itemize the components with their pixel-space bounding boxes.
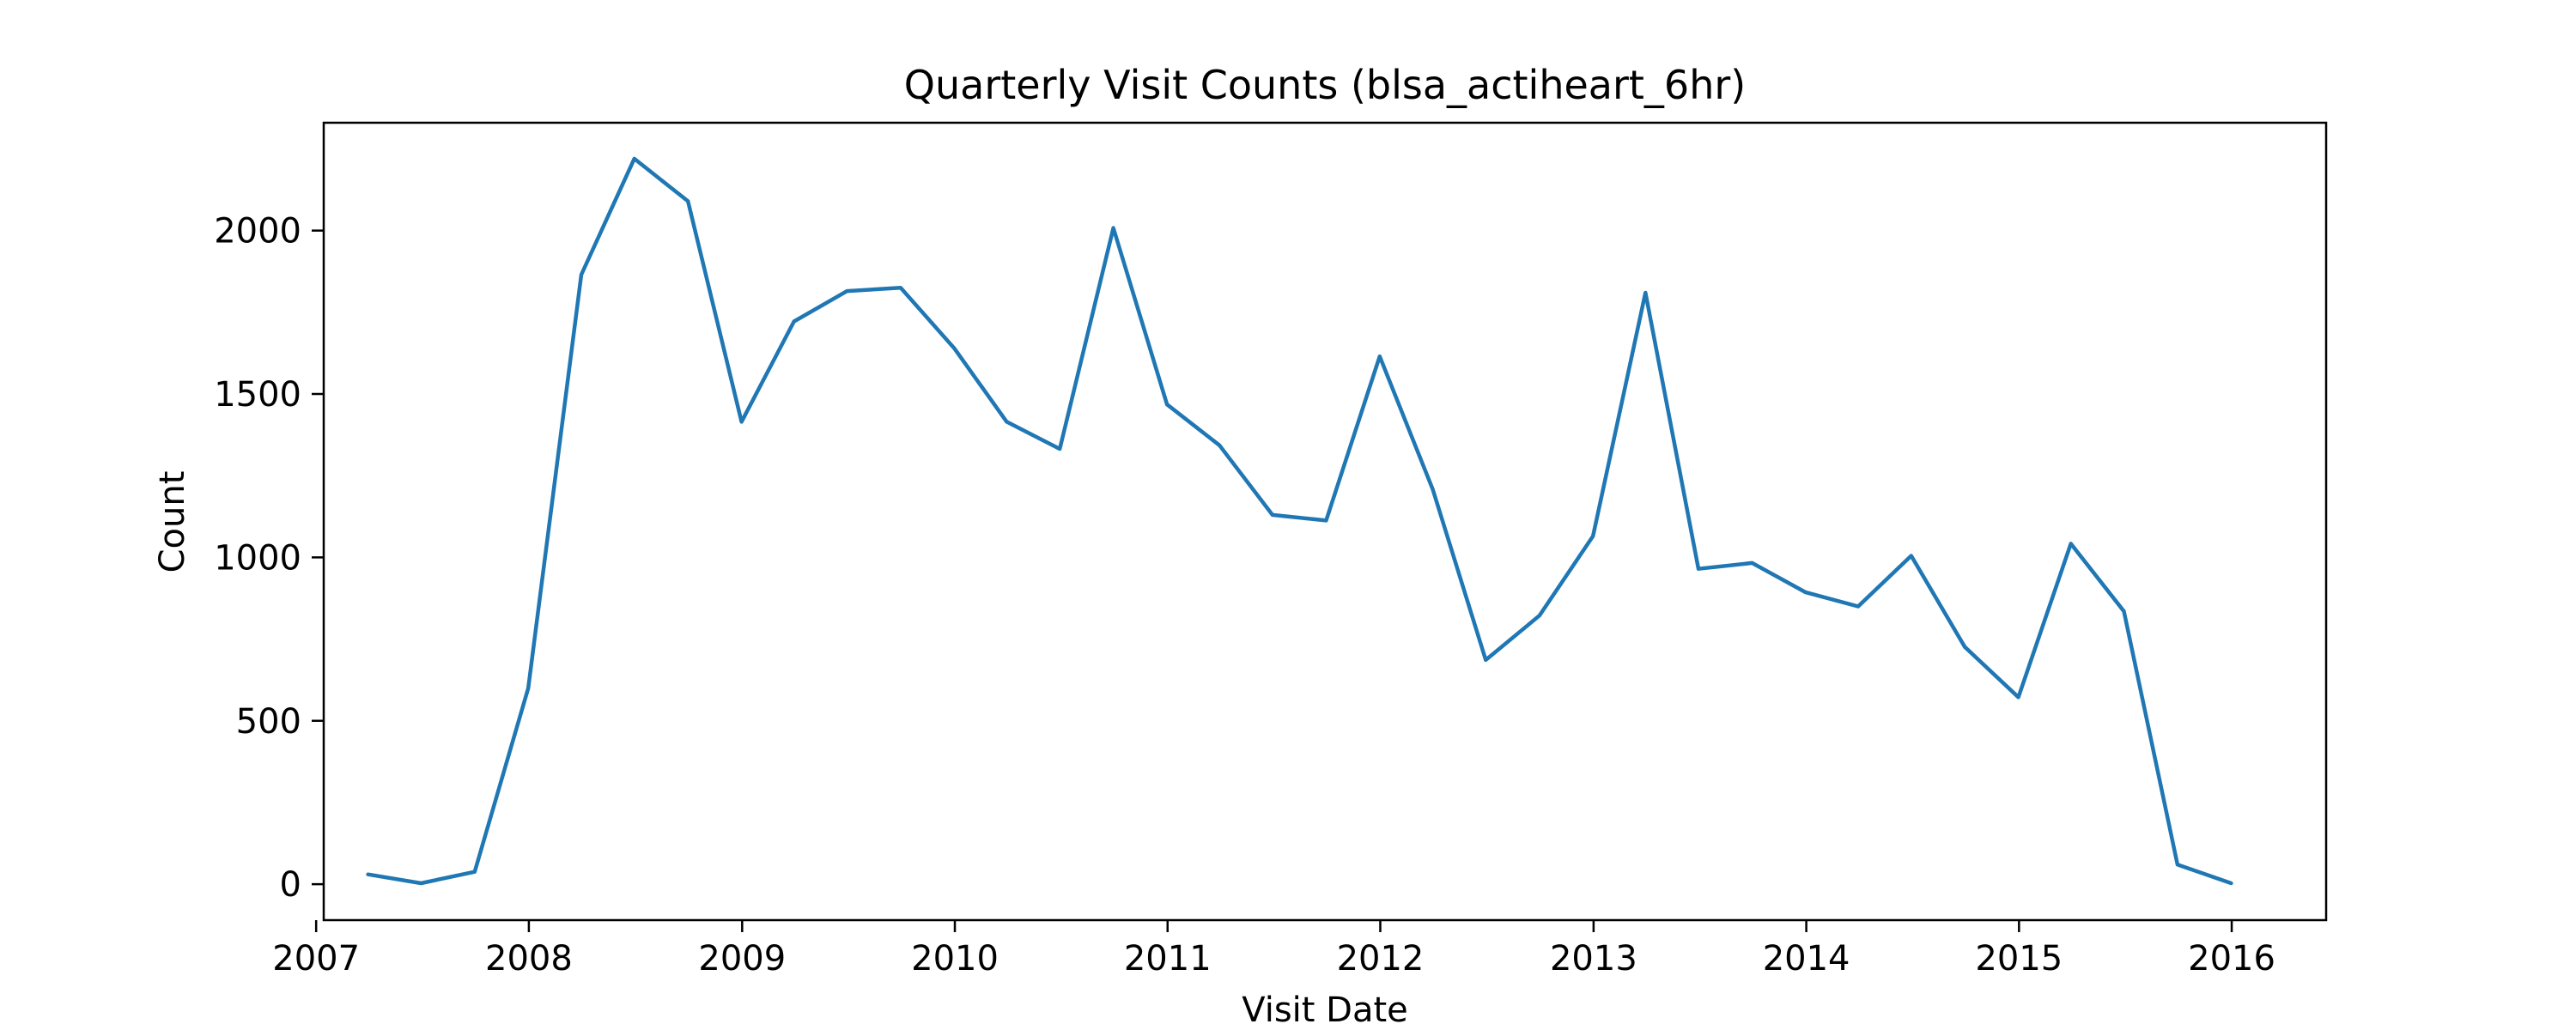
x-tick-label: 2010 <box>911 939 999 978</box>
x-axis-label: Visit Date <box>1242 991 1408 1030</box>
y-tick-label: 2000 <box>214 212 301 251</box>
y-tick-label: 1500 <box>214 375 301 415</box>
x-tick-label: 2012 <box>1337 939 1425 978</box>
x-tick-label: 2016 <box>2188 939 2275 978</box>
plot-frame <box>322 121 2328 922</box>
y-tick-label: 0 <box>280 865 301 905</box>
y-tick-label: 1000 <box>214 538 301 578</box>
x-tick-label: 2015 <box>1975 939 2063 978</box>
x-tick-label: 2008 <box>485 939 573 978</box>
x-tick-label: 2014 <box>1763 939 1850 978</box>
x-tick-label: 2011 <box>1124 939 1212 978</box>
chart-title: Quarterly Visit Counts (blsa_actiheart_6… <box>904 62 1746 108</box>
plot-area <box>366 156 2233 886</box>
x-axis: 2007 2008 2009 2010 2011 2012 2013 2014 2015 2016 <box>272 920 2275 978</box>
y-tick-label: 500 <box>236 702 301 742</box>
x-tick-label: 2009 <box>698 939 786 978</box>
y-axis-label: Count <box>153 471 192 573</box>
x-tick-label: 2013 <box>1550 939 1637 978</box>
x-tick-label: 2007 <box>272 939 360 978</box>
series-line-0 <box>366 156 2233 886</box>
y-axis: 0 500 1000 1500 2000 <box>214 212 324 905</box>
